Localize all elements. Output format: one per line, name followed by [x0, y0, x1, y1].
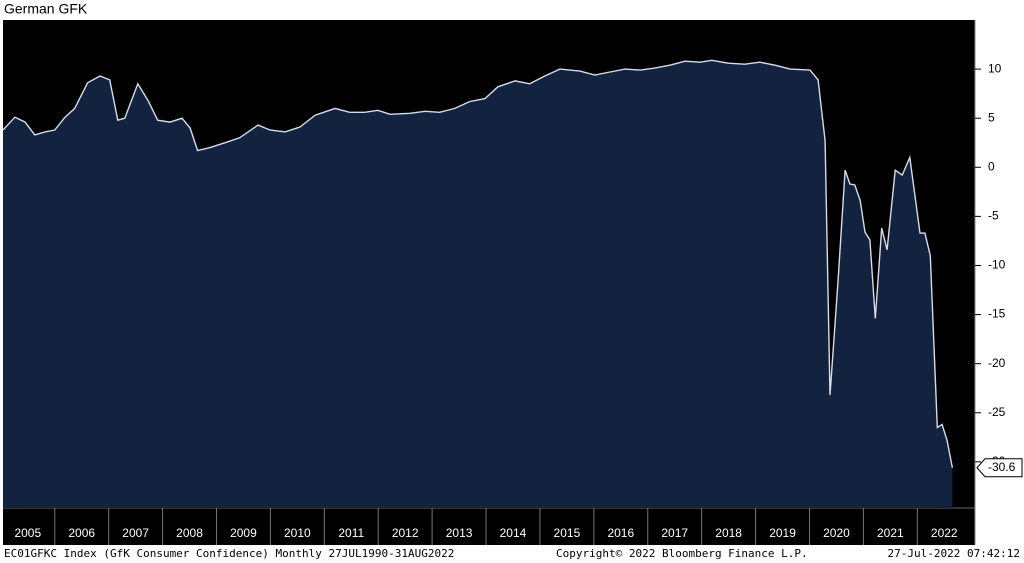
x-tick-label: 2015 — [554, 526, 581, 540]
x-tick-label: 2006 — [68, 526, 95, 540]
x-tick-label: 2017 — [661, 526, 688, 540]
x-tick-label: 2008 — [176, 526, 203, 540]
y-tick-label: -15 — [988, 307, 1006, 321]
x-tick-label: 2011 — [338, 526, 364, 540]
y-tick-label: 5 — [988, 110, 995, 124]
x-tick-label: 2018 — [715, 526, 742, 540]
x-tick-label: 2022 — [931, 526, 958, 540]
y-tick-label: -10 — [988, 258, 1006, 272]
footer-source: EC01GFKC Index (GfK Consumer Confidence)… — [4, 547, 454, 560]
chart-title: German GFK — [4, 1, 88, 17]
x-tick-label: 2020 — [823, 526, 850, 540]
x-tick-label: 2012 — [392, 526, 419, 540]
x-tick-label: 2005 — [14, 526, 41, 540]
x-tick-label: 2019 — [769, 526, 796, 540]
footer-timestamp: 27-Jul-2022 07:42:12 — [888, 547, 1020, 560]
area-line — [2, 59, 954, 468]
x-tick-label: 2009 — [230, 526, 257, 540]
last-value-label: -30.6 — [988, 460, 1016, 474]
x-tick-label: 2014 — [500, 526, 527, 540]
x-tick-label: 2010 — [284, 526, 311, 540]
x-tick-label: 2016 — [607, 526, 634, 540]
y-tick-label: -20 — [988, 356, 1006, 370]
x-tick-label: 2007 — [122, 526, 149, 540]
y-tick-label: 0 — [988, 159, 995, 173]
x-tick-label: 2013 — [446, 526, 473, 540]
y-tick-label: -25 — [988, 405, 1006, 419]
x-tick-label: 2021 — [877, 526, 904, 540]
area-fill — [3, 60, 953, 509]
y-tick-label: 10 — [988, 61, 1002, 75]
y-tick-label: -5 — [988, 209, 999, 223]
footer-copyright: Copyright© 2022 Bloomberg Finance L.P. — [556, 547, 808, 560]
last-value-box — [976, 458, 1023, 478]
